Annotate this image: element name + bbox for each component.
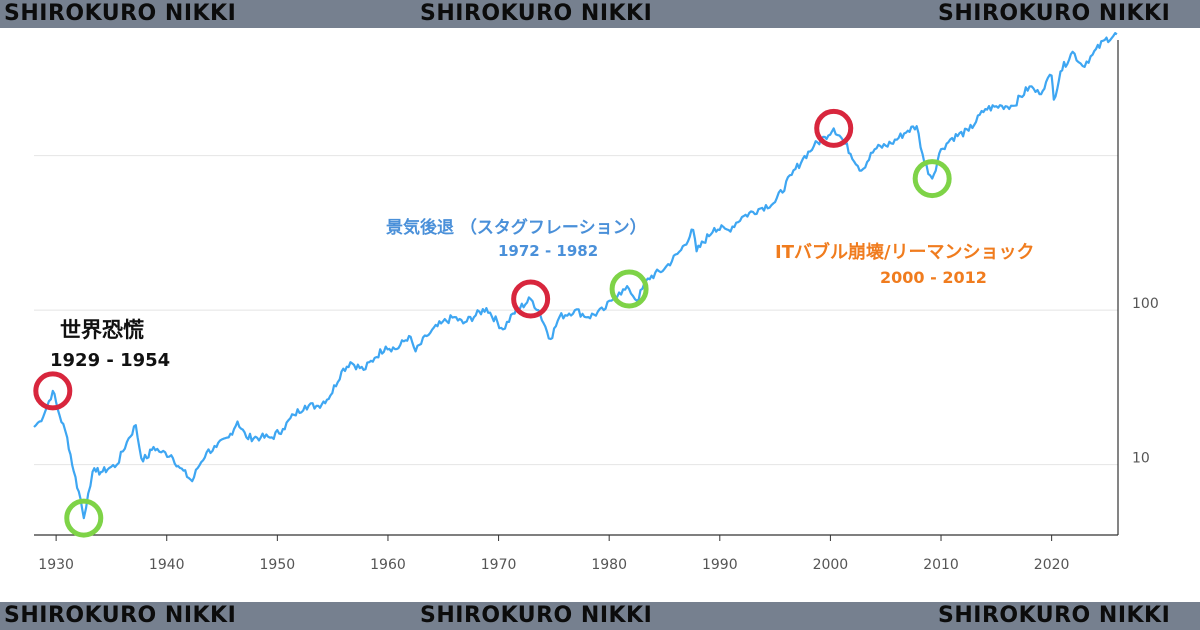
x-tick-label: 1990 xyxy=(702,557,738,573)
trough-marker-circle xyxy=(912,159,952,199)
axis-layer: 1930 1940 1950 1960 1970 1980 1990 2000 2010 2020… xyxy=(34,40,1159,573)
annotation-stagflation-period: 1972 - 1982 xyxy=(498,242,599,260)
watermark-text: SHIROKURO NIKKI xyxy=(938,1,1171,26)
marker-layer xyxy=(33,108,952,538)
watermark-text: SHIROKURO NIKKI xyxy=(4,603,237,628)
peak-marker-circle xyxy=(511,279,551,319)
x-tick-label: 2000 xyxy=(813,557,849,573)
peak-marker-circle xyxy=(814,108,854,148)
watermark-bar-bottom: SHIROKURO NIKKI SHIROKURO NIKKI SHIROKUR… xyxy=(0,602,1200,630)
watermark-text: SHIROKURO NIKKI xyxy=(938,603,1171,628)
x-tick-label: 1970 xyxy=(481,557,517,573)
trough-marker-circle xyxy=(609,269,649,309)
x-tick-label: 2010 xyxy=(923,557,959,573)
trough-marker-circle xyxy=(64,498,104,538)
x-tick-label: 1950 xyxy=(260,557,296,573)
peak-marker-circle xyxy=(33,371,73,411)
watermark-text: SHIROKURO NIKKI xyxy=(4,1,237,26)
y-tick-label: 100 xyxy=(1132,296,1159,312)
annotation-it-bubble-period: 2000 - 2012 xyxy=(880,268,987,287)
x-tick-label: 1960 xyxy=(370,557,406,573)
annotation-stagflation-title: 景気後退 （スタグフレーション） xyxy=(386,218,647,238)
annotation-it-bubble-title: ITバブル崩壊/リーマンショック xyxy=(775,242,1035,263)
annotation-great-depression-title: 世界恐慌 xyxy=(60,318,144,342)
watermark-bar-top: SHIROKURO NIKKI SHIROKURO NIKKI SHIROKUR… xyxy=(0,0,1200,28)
x-tick-label: 1980 xyxy=(591,557,627,573)
x-tick-label: 1940 xyxy=(149,557,185,573)
price-chart: 1930 1940 1950 1960 1970 1980 1990 2000 2010 2020… xyxy=(33,32,1159,573)
watermark-text: SHIROKURO NIKKI xyxy=(420,603,653,628)
series-line xyxy=(33,32,1118,520)
y-tick-label: 10 xyxy=(1132,451,1150,467)
watermark-text: SHIROKURO NIKKI xyxy=(420,1,653,26)
annotation-great-depression-period: 1929 - 1954 xyxy=(50,350,171,371)
series-layer xyxy=(33,32,1118,520)
x-tick-label: 1930 xyxy=(38,557,74,573)
x-tick-label: 2020 xyxy=(1034,557,1070,573)
